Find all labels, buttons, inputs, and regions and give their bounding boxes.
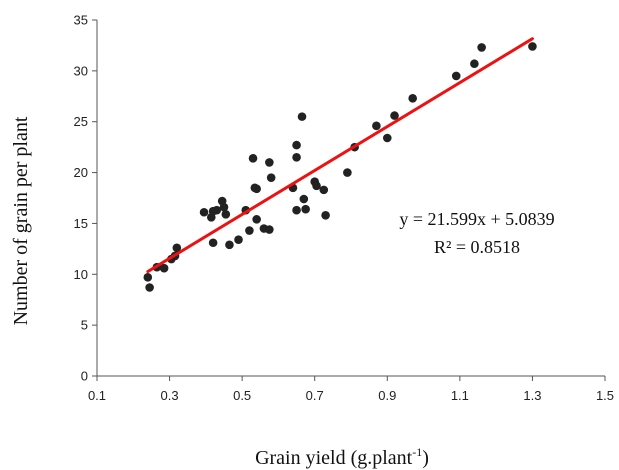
data-point	[221, 209, 231, 219]
data-point	[252, 184, 261, 194]
data-point	[382, 133, 392, 143]
data-point	[297, 112, 307, 121]
y-tick-label: 25	[74, 114, 88, 129]
x-tick-label: 1.1	[451, 388, 469, 403]
data-point	[343, 168, 352, 177]
data-point	[219, 202, 229, 212]
data-point	[319, 185, 329, 195]
y-tick-label: 10	[74, 267, 88, 282]
data-point	[225, 240, 234, 250]
data-point	[199, 207, 209, 217]
data-point	[408, 94, 417, 103]
data-point	[145, 283, 154, 292]
x-tick-label: 1.5	[596, 388, 614, 403]
y-axis-title: Number of grain per plant	[10, 116, 32, 325]
data-point	[292, 205, 301, 215]
data-point	[299, 194, 309, 204]
data-point	[372, 121, 381, 131]
data-point	[208, 238, 218, 248]
data-point	[172, 243, 182, 253]
x-axis-title-superscript: -1	[412, 445, 422, 459]
data-point	[390, 111, 399, 120]
trendline-r-squared: R² = 0.8518	[434, 237, 520, 257]
data-point	[477, 43, 486, 52]
y-tick-label: 15	[74, 216, 88, 231]
data-point	[528, 42, 537, 51]
trendline-equation: y = 21.599x + 5.0839	[399, 209, 554, 229]
x-axis-title-main: Grain yield (g.plant	[255, 447, 413, 469]
trendline	[146, 37, 534, 274]
data-point	[143, 273, 153, 282]
data-point	[245, 226, 254, 235]
data-point	[451, 71, 461, 81]
data-point	[248, 154, 258, 163]
data-point	[266, 173, 276, 182]
data-point	[292, 140, 301, 150]
y-tick-label: 20	[74, 165, 88, 180]
data-point	[301, 204, 310, 214]
y-axis-ticks: 0 5 10 15 20 25 30 35	[74, 13, 97, 384]
data-point	[212, 205, 222, 215]
data-point	[292, 153, 301, 162]
x-tick-label: 0.1	[88, 388, 106, 403]
data-point	[470, 59, 479, 69]
data-point	[321, 210, 330, 220]
y-tick-label: 30	[74, 63, 88, 78]
data-point	[265, 225, 274, 234]
data-point	[234, 235, 243, 245]
x-tick-label: 0.5	[233, 388, 251, 403]
data-point	[265, 158, 274, 167]
data-points	[143, 42, 537, 292]
y-tick-label: 0	[81, 369, 88, 384]
y-tick-label: 5	[81, 318, 88, 333]
data-point	[159, 263, 169, 273]
x-tick-label: 1.3	[523, 388, 541, 403]
data-point	[252, 215, 261, 224]
y-tick-label: 35	[74, 13, 88, 28]
x-axis-title-close: )	[422, 447, 429, 469]
x-tick-label: 0.9	[378, 388, 396, 403]
data-point	[312, 181, 321, 191]
x-tick-label: 0.7	[306, 388, 324, 403]
x-tick-label: 0.3	[161, 388, 179, 403]
x-axis-ticks: 0.1 0.3 0.5 0.7 0.9 1.1 1.3 1.5	[88, 376, 614, 403]
x-axis-title: Grain yield (g.plant-1)	[255, 445, 429, 469]
